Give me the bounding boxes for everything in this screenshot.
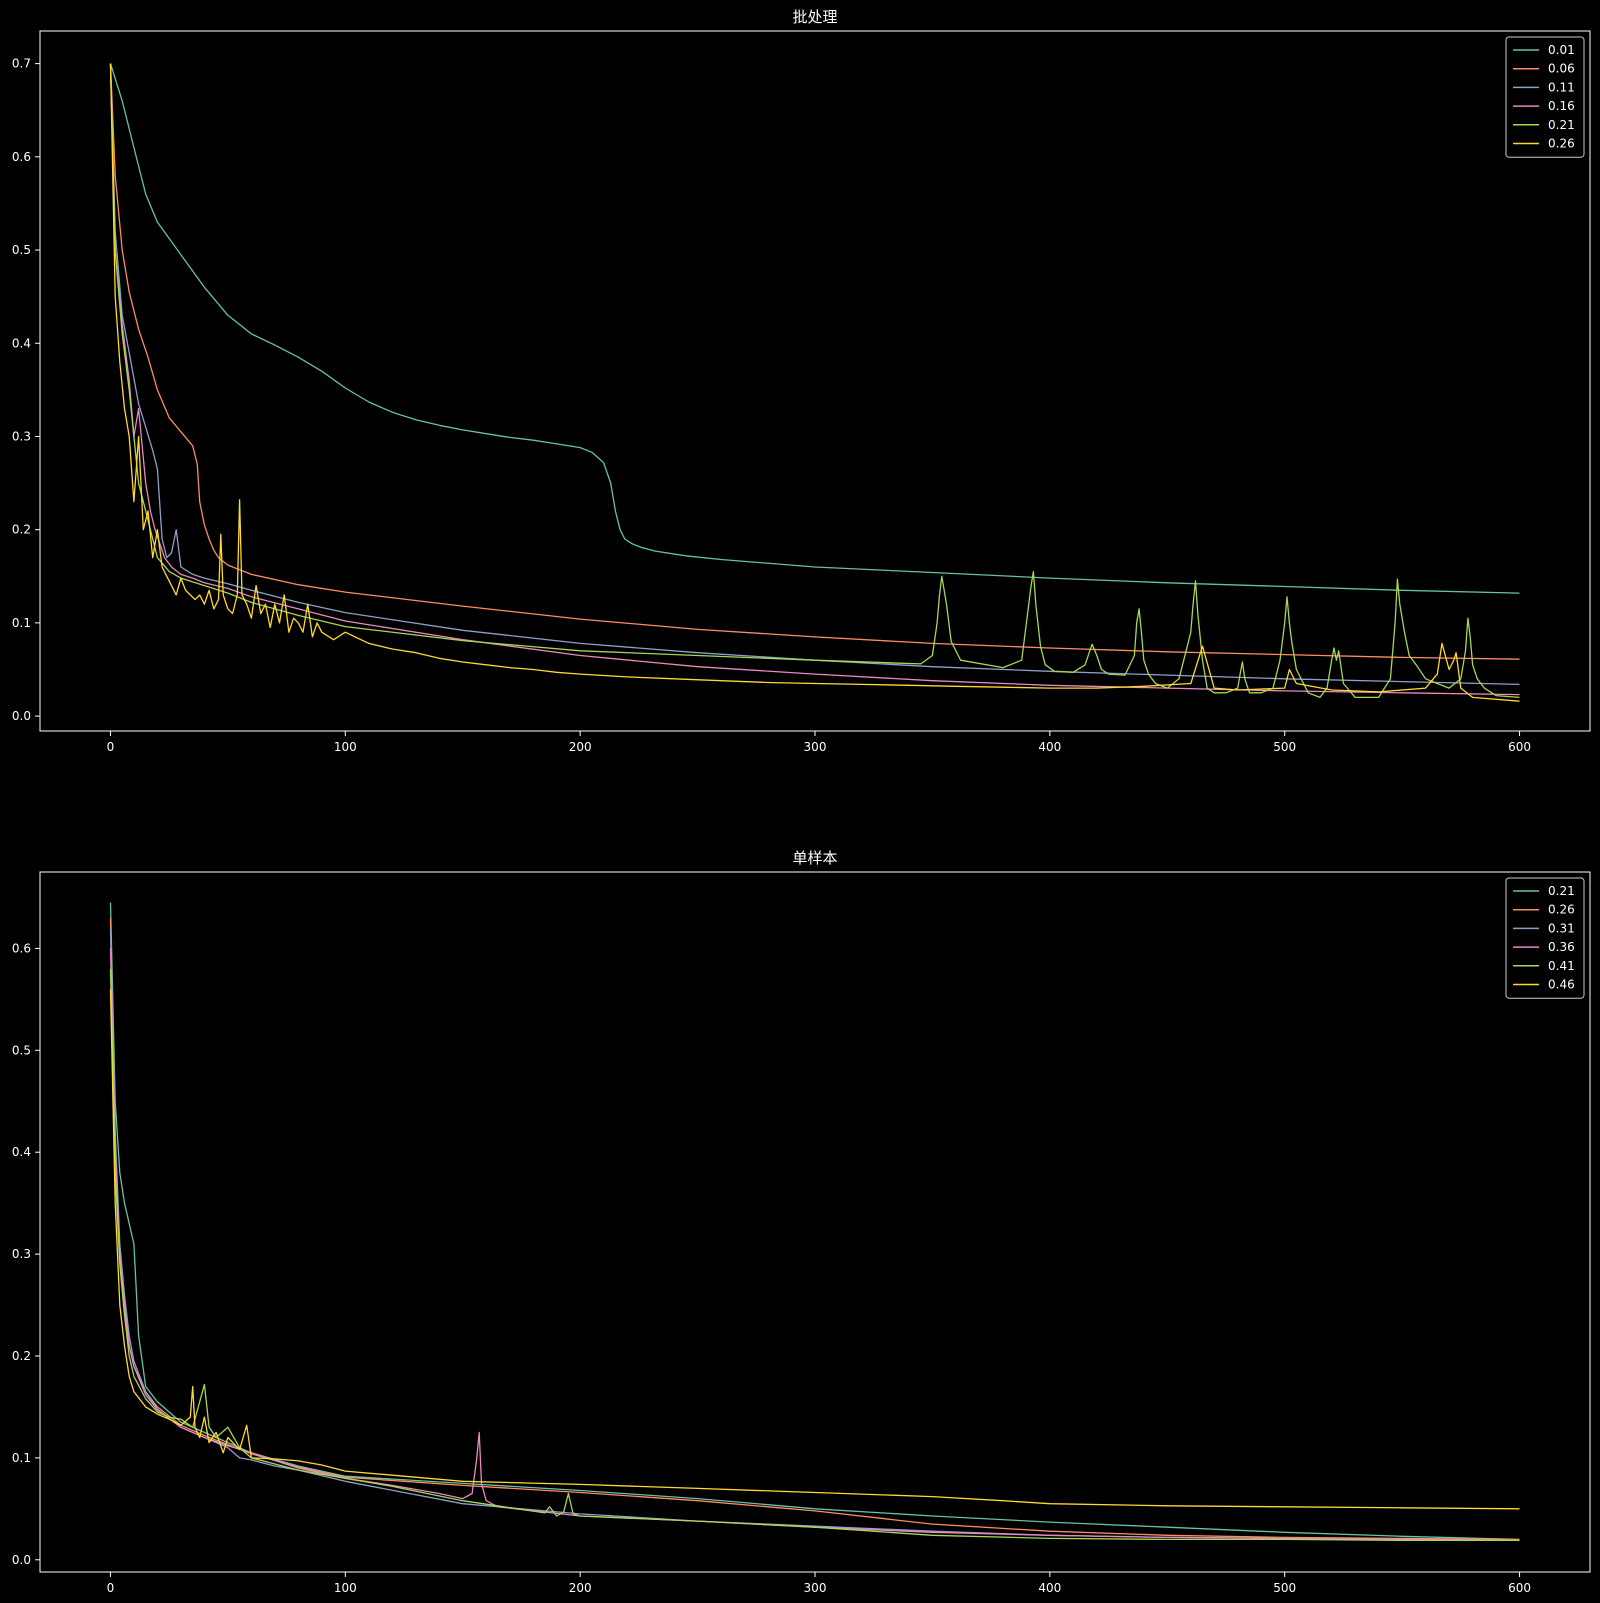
legend-box [1505,877,1585,999]
y-axis-single-sample: 0.0 0.1 0.2 0.3 0.4 0.5 0.6 [12,941,40,1567]
series-layer-single-sample [109,902,1520,1542]
legend-label: 0.36 [1548,940,1575,954]
series-line-single-sample-3 [109,948,1520,1542]
legend-label: 0.26 [1548,137,1575,151]
x-tick-label: 100 [334,1581,357,1595]
x-axis-single-sample: 0 100 200 300 400 500 600 [107,1572,1531,1595]
y-tick-label: 0.6 [12,150,31,164]
x-tick-label: 200 [569,1581,592,1595]
y-tick-label: 0.6 [12,941,31,955]
chart-title-batch: 批处理 [792,8,837,26]
y-tick-label: 0.2 [12,523,31,537]
y-tick-label: 0.3 [12,1247,31,1261]
y-tick-label: 0.7 [12,57,31,71]
x-tick-label: 200 [569,740,592,754]
series-line-batch-3 [109,63,1520,696]
legend-label: 0.21 [1548,118,1575,132]
x-tick-label: 500 [1273,1581,1296,1595]
x-tick-label: 300 [804,1581,827,1595]
y-axis-batch: 0.0 0.1 0.2 0.3 0.4 0.5 0.6 0.7 [12,57,40,723]
series-line-batch-4 [109,63,1520,699]
legend-label: 0.16 [1548,99,1575,113]
x-tick-label: 300 [804,740,827,754]
series-line-single-sample-5 [109,989,1520,1510]
x-tick-label: 400 [1038,1581,1061,1595]
legend-label: 0.01 [1548,43,1575,57]
legend-label: 0.31 [1548,921,1575,935]
legend-batch: 0.01 0.06 0.11 0.16 0.21 0.26 [1505,36,1585,158]
y-tick-label: 0.5 [12,243,31,257]
legend-box [1505,36,1585,158]
legend-label: 0.46 [1548,978,1575,992]
series-layer-batch [109,63,1520,702]
x-axis-batch: 0 100 200 300 400 500 600 [107,731,1531,754]
chart-single-sample: 单样本 0 100 200 300 400 500 600 0.00.10.20.30.40… [12,849,1591,1595]
y-tick-label: 0.1 [12,1451,31,1465]
legend-label: 0.06 [1548,62,1575,76]
y-tick-label: 0.4 [12,336,31,350]
y-tick-label: 0.5 [12,1043,31,1057]
x-tick-label: 0 [107,1581,115,1595]
x-tick-label: 600 [1508,740,1531,754]
series-line-batch-5 [109,63,1520,702]
y-tick-label: 0.2 [12,1349,31,1363]
x-tick-label: 400 [1038,740,1061,754]
y-tick-label: 0.3 [12,429,31,443]
legend-label: 0.41 [1548,959,1575,973]
chart-batch: 批处理 0 100 200 300 400 500 600 0.00.10.20.30.40… [12,8,1591,754]
y-tick-label: 0.4 [12,1145,31,1159]
x-tick-label: 600 [1508,1581,1531,1595]
y-tick-label: 0.1 [12,616,31,630]
x-tick-label: 0 [107,740,115,754]
x-tick-label: 500 [1273,740,1296,754]
series-line-batch-2 [109,63,1520,686]
legend-label: 0.21 [1548,884,1575,898]
legend-single-sample: 0.21 0.26 0.31 0.36 0.41 0.46 [1505,877,1585,999]
legend-label: 0.26 [1548,903,1575,917]
legend-label: 0.11 [1548,80,1575,94]
chart-title-single-sample: 单样本 [792,849,837,867]
y-tick-label: 0.0 [12,1553,31,1567]
y-tick-label: 0.0 [12,709,31,723]
x-tick-label: 100 [334,740,357,754]
series-line-single-sample-4 [109,968,1520,1542]
series-line-batch-0 [109,63,1520,594]
